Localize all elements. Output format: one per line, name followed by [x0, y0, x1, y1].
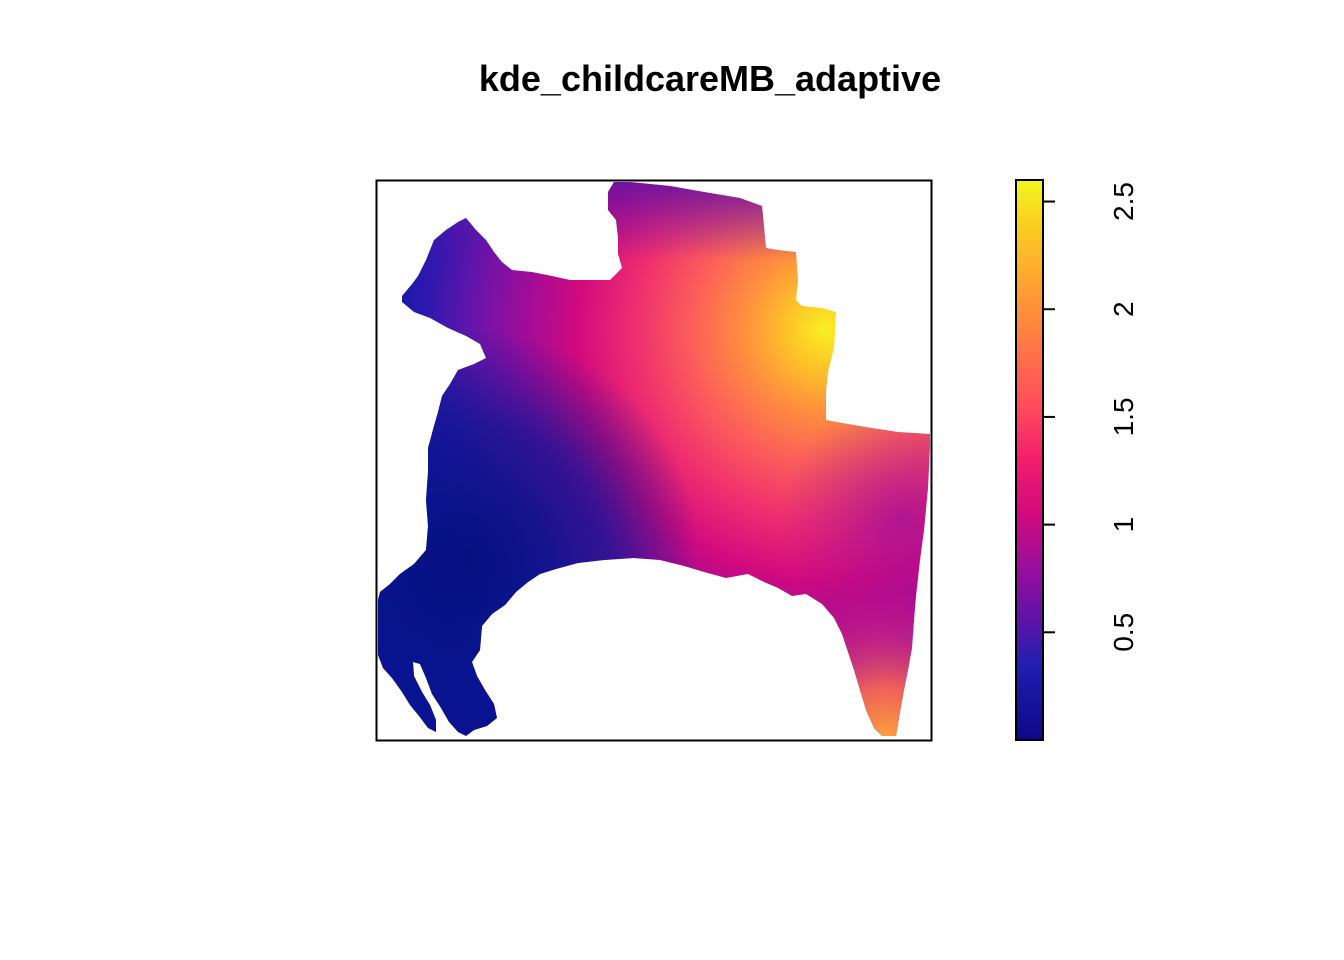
chart-title: kde_childcareMB_adaptive: [478, 58, 942, 99]
density-map: [375, 179, 933, 742]
color-legend: 0.5 1 1.5 2 2.5: [1015, 179, 1139, 741]
legend-tick-label: 0.5: [1108, 613, 1139, 652]
density-north-band: [378, 182, 930, 295]
legend-tick-label: 1.5: [1108, 397, 1139, 436]
legend-frame: [1015, 179, 1044, 741]
density-south-tip: [800, 580, 930, 736]
legend-ticks: 0.5 1 1.5 2 2.5: [1043, 182, 1139, 652]
legend-tick-label: 2.5: [1108, 182, 1139, 221]
map-frame: [375, 179, 933, 742]
legend-tick-label: 1: [1108, 517, 1139, 533]
legend-color-bar: [1016, 180, 1043, 740]
legend-tick-label: 2: [1108, 301, 1139, 317]
